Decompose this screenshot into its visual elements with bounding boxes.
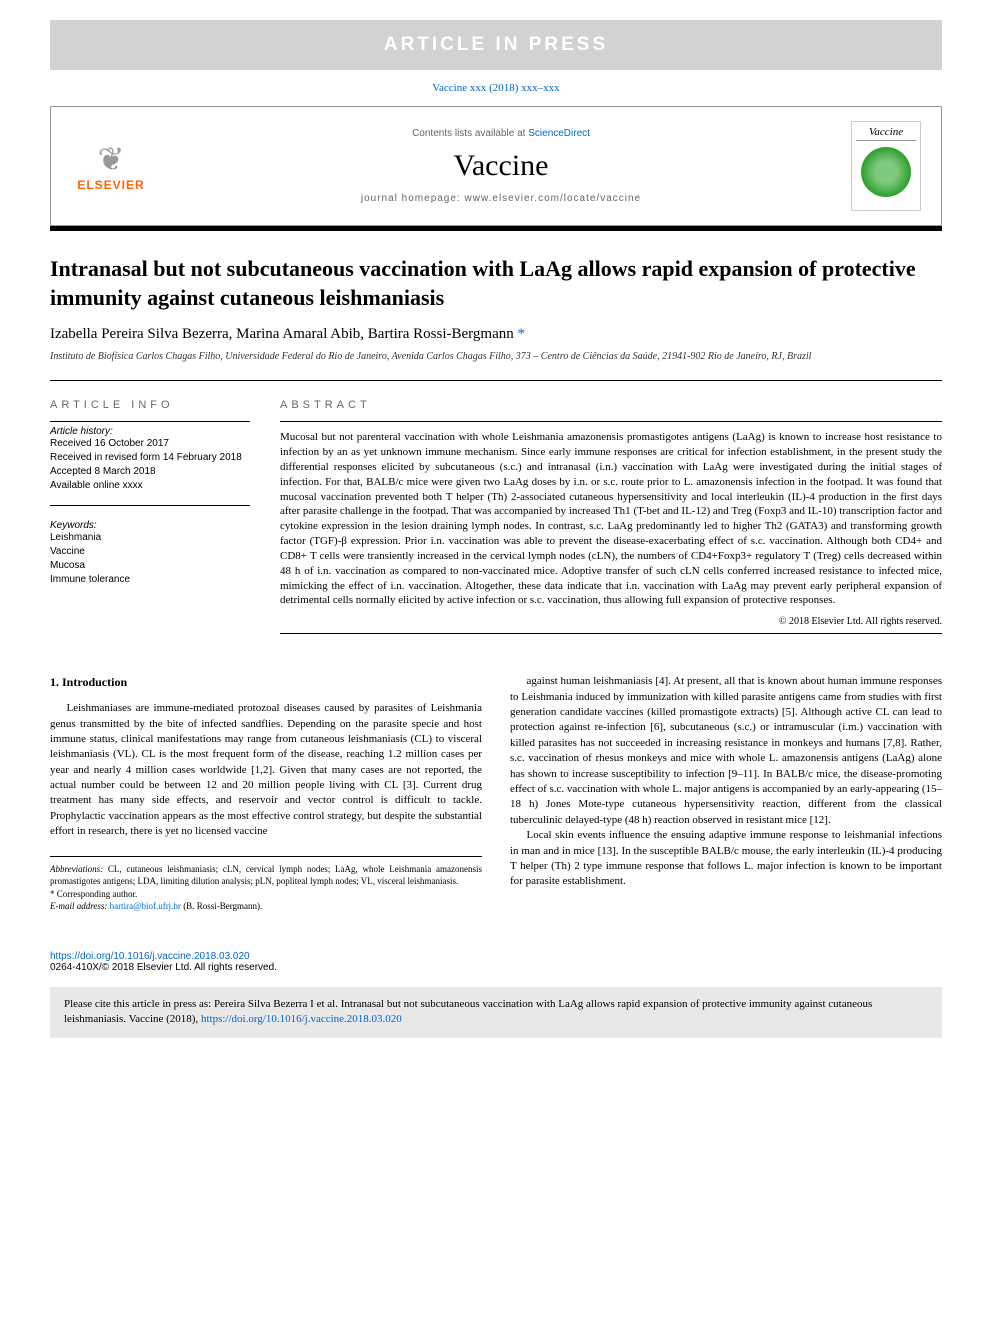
elsevier-tree-icon: ❦ [98, 140, 125, 178]
abstract-divider [280, 633, 942, 634]
homepage-line: journal homepage: www.elsevier.com/locat… [171, 193, 831, 204]
homepage-url: www.elsevier.com/locate/vaccine [465, 193, 642, 204]
left-column: 1. Introduction Leishmaniases are immune… [50, 674, 482, 913]
info-abstract-row: ARTICLE INFO Article history: Received 1… [50, 399, 942, 634]
abbreviations: Abbreviations: CL, cutaneous leishmanias… [50, 863, 482, 888]
doi-block: https://doi.org/10.1016/j.vaccine.2018.0… [50, 951, 942, 973]
corresponding-marker[interactable]: * [517, 326, 525, 342]
intro-paragraph: against human leishmaniasis [4]. At pres… [510, 674, 942, 828]
accepted-date: Accepted 8 March 2018 [50, 465, 250, 479]
journal-header: ❦ ELSEVIER Contents lists available at S… [50, 106, 942, 226]
abstract-column: ABSTRACT Mucosal but not parenteral vacc… [280, 399, 942, 634]
cite-text: Please cite this article in press as: Pe… [64, 998, 872, 1025]
header-center: Contents lists available at ScienceDirec… [171, 128, 831, 204]
revised-date: Received in revised form 14 February 201… [50, 451, 250, 465]
article-body: Intranasal but not subcutaneous vaccinat… [50, 231, 942, 937]
info-divider [50, 505, 250, 506]
body-columns: 1. Introduction Leishmaniases are immune… [50, 674, 942, 913]
contents-line: Contents lists available at ScienceDirec… [171, 128, 831, 139]
keyword: Leishmania [50, 531, 250, 545]
doi-link[interactable]: https://doi.org/10.1016/j.vaccine.2018.0… [50, 951, 250, 962]
article-title: Intranasal but not subcutaneous vaccinat… [50, 255, 942, 312]
issn-line: 0264-410X/© 2018 Elsevier Ltd. All right… [50, 962, 277, 973]
citation-link[interactable]: Vaccine xxx (2018) xxx–xxx [432, 82, 559, 94]
abstract-heading: ABSTRACT [280, 399, 942, 411]
cite-doi-link[interactable]: https://doi.org/10.1016/j.vaccine.2018.0… [201, 1013, 402, 1025]
intro-paragraph: Leishmaniases are immune-mediated protoz… [50, 701, 482, 840]
article-info-column: ARTICLE INFO Article history: Received 1… [50, 399, 250, 634]
copyright: © 2018 Elsevier Ltd. All rights reserved… [280, 616, 942, 627]
corresponding-note: * Corresponding author. [50, 888, 482, 901]
section-divider [50, 380, 942, 381]
keyword: Immune tolerance [50, 573, 250, 587]
authors-list: Izabella Pereira Silva Bezerra, Marina A… [50, 326, 514, 342]
info-divider [50, 421, 250, 422]
online-date: Available online xxxx [50, 479, 250, 493]
intro-heading: 1. Introduction [50, 674, 482, 691]
cover-image-icon [861, 147, 911, 197]
elsevier-label: ELSEVIER [77, 178, 144, 192]
cover-title: Vaccine [856, 126, 916, 141]
citation-line: Vaccine xxx (2018) xxx–xxx [0, 82, 992, 94]
email-link[interactable]: bartira@biof.ufrj.br [110, 901, 181, 911]
abstract-text: Mucosal but not parenteral vaccination w… [280, 430, 942, 608]
email-line: E-mail address: bartira@biof.ufrj.br (B.… [50, 900, 482, 913]
elsevier-logo: ❦ ELSEVIER [71, 121, 151, 211]
intro-paragraph: Local skin events influence the ensuing … [510, 828, 942, 890]
footnotes: Abbreviations: CL, cutaneous leishmanias… [50, 856, 482, 913]
banner-text: ARTICLE IN PRESS [384, 34, 608, 55]
abstract-divider [280, 421, 942, 422]
keyword: Mucosa [50, 559, 250, 573]
article-in-press-banner: ARTICLE IN PRESS [50, 20, 942, 70]
received-date: Received 16 October 2017 [50, 437, 250, 451]
info-heading: ARTICLE INFO [50, 399, 250, 411]
sciencedirect-link[interactable]: ScienceDirect [528, 128, 590, 139]
journal-name: Vaccine [171, 149, 831, 183]
authors: Izabella Pereira Silva Bezerra, Marina A… [50, 326, 942, 343]
right-column: against human leishmaniasis [4]. At pres… [510, 674, 942, 913]
cite-box: Please cite this article in press as: Pe… [50, 987, 942, 1038]
keywords-block: Keywords: Leishmania Vaccine Mucosa Immu… [50, 520, 250, 587]
keywords-label: Keywords: [50, 520, 250, 531]
history-label: Article history: [50, 426, 250, 437]
affiliation: Instituto de Biofísica Carlos Chagas Fil… [50, 351, 942, 362]
keyword: Vaccine [50, 545, 250, 559]
journal-cover: Vaccine [851, 121, 921, 211]
